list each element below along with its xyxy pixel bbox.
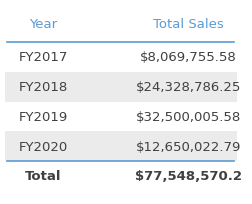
- FancyBboxPatch shape: [5, 72, 237, 102]
- Text: $12,650,022.79: $12,650,022.79: [136, 140, 241, 153]
- Text: FY2020: FY2020: [19, 140, 68, 153]
- FancyBboxPatch shape: [5, 43, 237, 72]
- Text: $24,328,786.25: $24,328,786.25: [136, 81, 241, 94]
- FancyBboxPatch shape: [5, 132, 237, 161]
- FancyBboxPatch shape: [5, 102, 237, 132]
- Text: $8,069,755.58: $8,069,755.58: [140, 51, 237, 64]
- Text: Year: Year: [29, 18, 57, 31]
- Text: FY2019: FY2019: [19, 110, 68, 123]
- Text: FY2017: FY2017: [19, 51, 68, 64]
- Text: $77,548,570.2: $77,548,570.2: [135, 169, 242, 182]
- Text: FY2018: FY2018: [19, 81, 68, 94]
- Text: Total Sales: Total Sales: [153, 18, 224, 31]
- Text: Total: Total: [25, 169, 62, 182]
- Text: $32,500,005.58: $32,500,005.58: [136, 110, 241, 123]
